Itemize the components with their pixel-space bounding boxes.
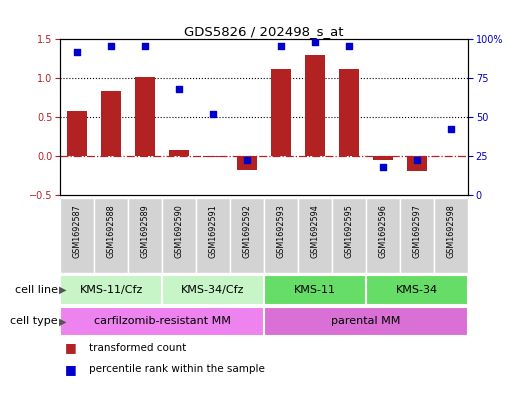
Point <box>107 42 116 49</box>
Bar <box>339 69 359 156</box>
Text: KMS-11: KMS-11 <box>294 285 336 295</box>
Bar <box>135 77 155 156</box>
Bar <box>60 275 162 305</box>
Bar <box>60 307 264 336</box>
Text: GSM1692592: GSM1692592 <box>243 204 252 258</box>
Text: GSM1692596: GSM1692596 <box>379 204 388 258</box>
Bar <box>60 198 94 273</box>
Title: GDS5826 / 202498_s_at: GDS5826 / 202498_s_at <box>185 25 344 38</box>
Text: GSM1692589: GSM1692589 <box>141 204 150 258</box>
Text: KMS-34: KMS-34 <box>396 285 438 295</box>
Text: GSM1692597: GSM1692597 <box>413 204 422 258</box>
Bar <box>128 198 162 273</box>
Text: GSM1692591: GSM1692591 <box>209 204 218 258</box>
Text: GSM1692594: GSM1692594 <box>311 204 320 258</box>
Bar <box>264 307 468 336</box>
Bar <box>373 156 393 160</box>
Text: transformed count: transformed count <box>89 343 186 353</box>
Point <box>243 157 252 163</box>
Point <box>141 42 150 49</box>
Bar <box>407 156 427 171</box>
Bar <box>203 156 223 157</box>
Bar <box>264 198 298 273</box>
Point <box>209 111 218 117</box>
Point <box>447 126 456 132</box>
Bar <box>94 198 128 273</box>
Bar <box>400 198 434 273</box>
Point <box>175 86 184 92</box>
Text: GSM1692587: GSM1692587 <box>73 204 82 258</box>
Bar <box>434 198 468 273</box>
Point <box>73 49 82 55</box>
Bar <box>305 55 325 156</box>
Text: GSM1692590: GSM1692590 <box>175 204 184 258</box>
Point <box>379 163 388 170</box>
Text: GSM1692598: GSM1692598 <box>447 204 456 258</box>
Point <box>311 39 320 46</box>
Text: carfilzomib-resistant MM: carfilzomib-resistant MM <box>94 316 231 326</box>
Bar <box>169 150 189 156</box>
Text: GSM1692595: GSM1692595 <box>345 204 354 258</box>
Bar <box>366 198 400 273</box>
Text: GSM1692593: GSM1692593 <box>277 204 286 258</box>
Text: ▶: ▶ <box>59 285 66 295</box>
Bar <box>237 156 257 170</box>
Point <box>413 157 422 163</box>
Bar <box>162 275 264 305</box>
Bar <box>298 198 332 273</box>
Text: ■: ■ <box>65 363 77 376</box>
Text: percentile rank within the sample: percentile rank within the sample <box>89 364 265 375</box>
Bar <box>366 275 468 305</box>
Bar <box>67 111 87 156</box>
Text: parental MM: parental MM <box>332 316 401 326</box>
Text: cell type: cell type <box>10 316 58 326</box>
Bar <box>162 198 196 273</box>
Bar <box>230 198 264 273</box>
Text: ▶: ▶ <box>59 316 66 326</box>
Bar <box>196 198 230 273</box>
Bar <box>264 275 366 305</box>
Bar <box>332 198 366 273</box>
Point <box>277 42 286 49</box>
Text: cell line: cell line <box>15 285 58 295</box>
Text: KMS-34/Cfz: KMS-34/Cfz <box>181 285 245 295</box>
Text: KMS-11/Cfz: KMS-11/Cfz <box>79 285 143 295</box>
Point <box>345 42 354 49</box>
Bar <box>271 69 291 156</box>
Bar <box>101 91 121 156</box>
Text: GSM1692588: GSM1692588 <box>107 204 116 258</box>
Text: ■: ■ <box>65 341 77 354</box>
